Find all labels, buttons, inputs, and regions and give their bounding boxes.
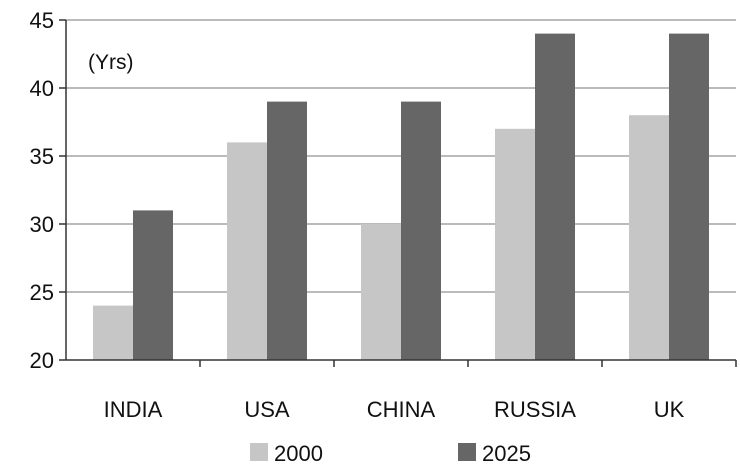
- y-tick-label: 30: [30, 212, 54, 237]
- bars: [93, 33, 709, 360]
- legend-swatch: [458, 443, 476, 461]
- x-tick-label: RUSSIA: [494, 397, 576, 422]
- x-tick-labels: INDIA USA CHINA RUSSIA UK: [104, 397, 685, 422]
- bar-2025-china: [401, 101, 441, 360]
- y-tick-label: 25: [30, 280, 54, 305]
- bar-2025-usa: [267, 101, 307, 360]
- x-tick-label: INDIA: [104, 397, 163, 422]
- legend-label: 2025: [482, 441, 531, 466]
- bar-2000-uk: [629, 115, 669, 360]
- x-tick-label: UK: [654, 397, 685, 422]
- y-tick-label: 40: [30, 76, 54, 101]
- bar-2000-china: [361, 224, 401, 360]
- axes: [65, 20, 737, 367]
- bar-2000-usa: [227, 142, 267, 360]
- y-tick-label: 45: [30, 8, 54, 33]
- bar-2000-russia: [495, 128, 535, 360]
- bar-2025-india: [133, 210, 173, 360]
- y-tick-label: 35: [30, 144, 54, 169]
- legend-swatch: [250, 443, 268, 461]
- y-ticks: 20 25 30 35 40 45: [30, 8, 66, 373]
- legend-label: 2000: [274, 441, 323, 466]
- bar-2025-uk: [669, 33, 709, 360]
- y-tick-label: 20: [30, 348, 54, 373]
- unit-label: (Yrs): [88, 51, 134, 74]
- bar-2025-russia: [535, 33, 575, 360]
- x-tick-label: CHINA: [367, 397, 436, 422]
- legend: 2000 2025: [250, 441, 531, 466]
- x-tick-label: USA: [244, 397, 290, 422]
- bar-2000-india: [93, 305, 133, 360]
